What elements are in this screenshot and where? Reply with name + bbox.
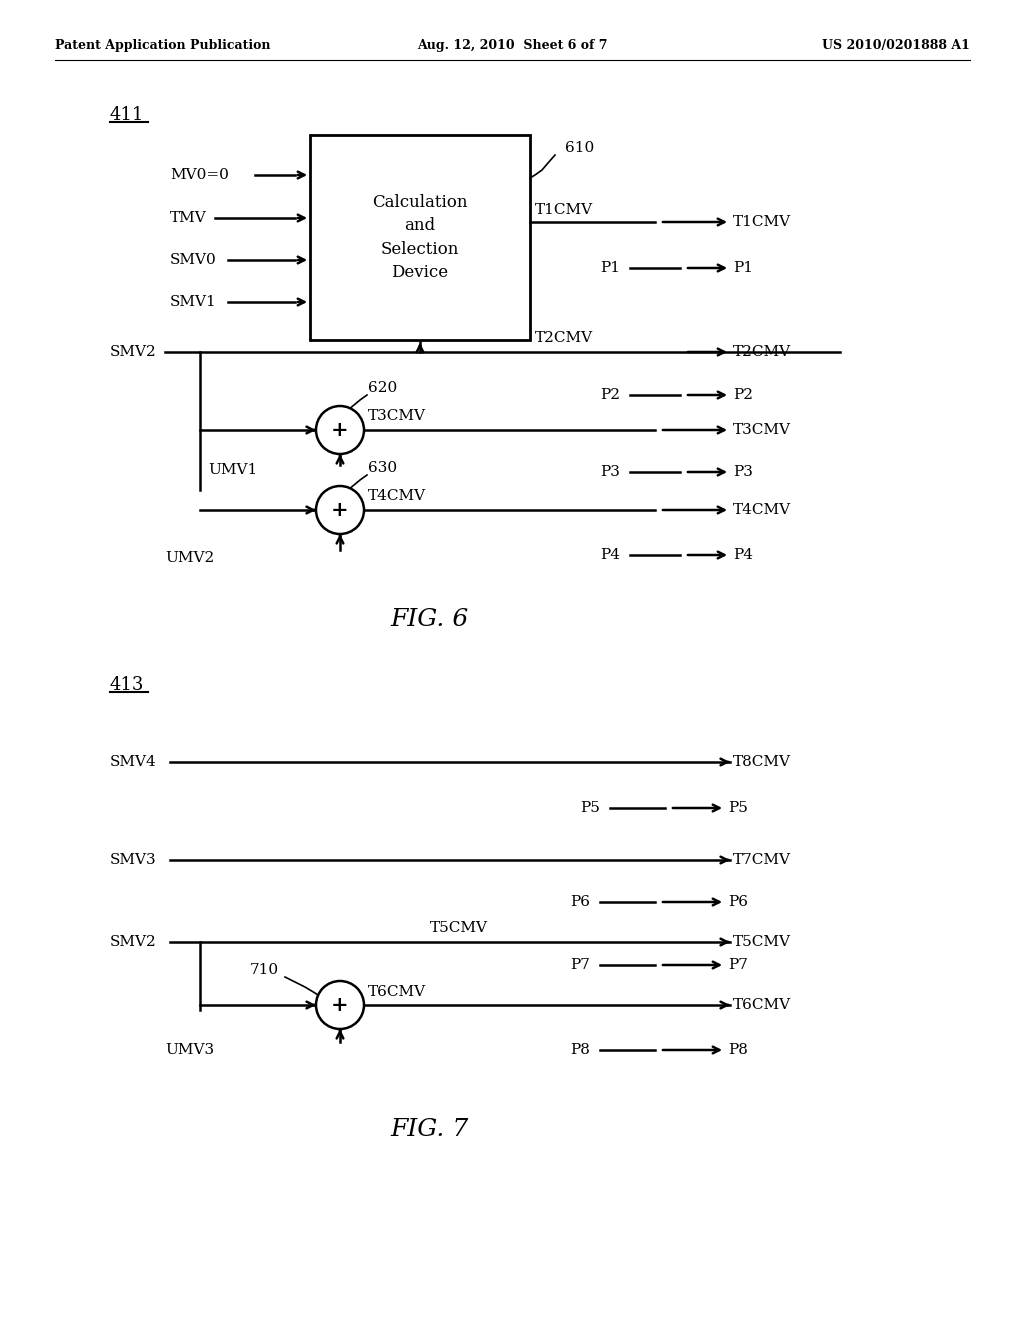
Text: P4: P4	[733, 548, 753, 562]
Text: FIG. 6: FIG. 6	[391, 609, 469, 631]
Text: SMV1: SMV1	[170, 294, 217, 309]
Text: Patent Application Publication: Patent Application Publication	[55, 38, 270, 51]
Text: P1: P1	[733, 261, 753, 275]
Text: T7CMV: T7CMV	[733, 853, 791, 867]
Text: 710: 710	[250, 964, 280, 977]
Text: T1CMV: T1CMV	[733, 215, 792, 228]
Text: FIG. 7: FIG. 7	[391, 1118, 469, 1142]
Text: T2CMV: T2CMV	[535, 331, 593, 345]
Text: P7: P7	[728, 958, 748, 972]
Text: T3CMV: T3CMV	[368, 409, 426, 422]
Text: P3: P3	[600, 465, 620, 479]
Text: P6: P6	[728, 895, 748, 909]
Text: P2: P2	[733, 388, 753, 403]
Text: 411: 411	[110, 106, 144, 124]
Text: UMV3: UMV3	[165, 1043, 214, 1057]
Text: 413: 413	[110, 676, 144, 694]
Text: SMV4: SMV4	[110, 755, 157, 770]
Text: SMV0: SMV0	[170, 253, 217, 267]
Text: P3: P3	[733, 465, 753, 479]
Text: T8CMV: T8CMV	[733, 755, 791, 770]
Text: P5: P5	[580, 801, 600, 814]
Text: P4: P4	[600, 548, 620, 562]
Text: P7: P7	[570, 958, 590, 972]
Text: +: +	[331, 420, 349, 440]
Text: T6CMV: T6CMV	[368, 985, 426, 999]
Text: T6CMV: T6CMV	[733, 998, 792, 1012]
Circle shape	[316, 407, 364, 454]
Text: T1CMV: T1CMV	[535, 203, 593, 216]
Text: SMV2: SMV2	[110, 345, 157, 359]
Text: P1: P1	[600, 261, 620, 275]
Text: P8: P8	[728, 1043, 748, 1057]
Circle shape	[316, 981, 364, 1030]
Text: P5: P5	[728, 801, 748, 814]
Text: 610: 610	[565, 141, 594, 154]
Text: T5CMV: T5CMV	[733, 935, 791, 949]
Text: T2CMV: T2CMV	[733, 345, 792, 359]
Text: TMV: TMV	[170, 211, 207, 224]
Text: P8: P8	[570, 1043, 590, 1057]
Text: T5CMV: T5CMV	[430, 921, 488, 935]
Text: T3CMV: T3CMV	[733, 422, 791, 437]
Text: US 2010/0201888 A1: US 2010/0201888 A1	[822, 38, 970, 51]
Circle shape	[316, 486, 364, 535]
Text: SMV2: SMV2	[110, 935, 157, 949]
Text: SMV3: SMV3	[110, 853, 157, 867]
Text: 620: 620	[368, 381, 397, 395]
Text: UMV2: UMV2	[165, 550, 214, 565]
Text: P6: P6	[570, 895, 590, 909]
Text: Calculation
and
Selection
Device: Calculation and Selection Device	[373, 194, 468, 281]
Bar	[310, 135, 530, 341]
Text: MV0=0: MV0=0	[170, 168, 229, 182]
Text: T4CMV: T4CMV	[368, 488, 426, 503]
Text: T4CMV: T4CMV	[733, 503, 792, 517]
Text: +: +	[331, 995, 349, 1015]
Text: 630: 630	[368, 461, 397, 475]
Text: P2: P2	[600, 388, 620, 403]
Text: UMV1: UMV1	[208, 463, 257, 477]
Text: Aug. 12, 2010  Sheet 6 of 7: Aug. 12, 2010 Sheet 6 of 7	[417, 38, 607, 51]
Text: +: +	[331, 500, 349, 520]
